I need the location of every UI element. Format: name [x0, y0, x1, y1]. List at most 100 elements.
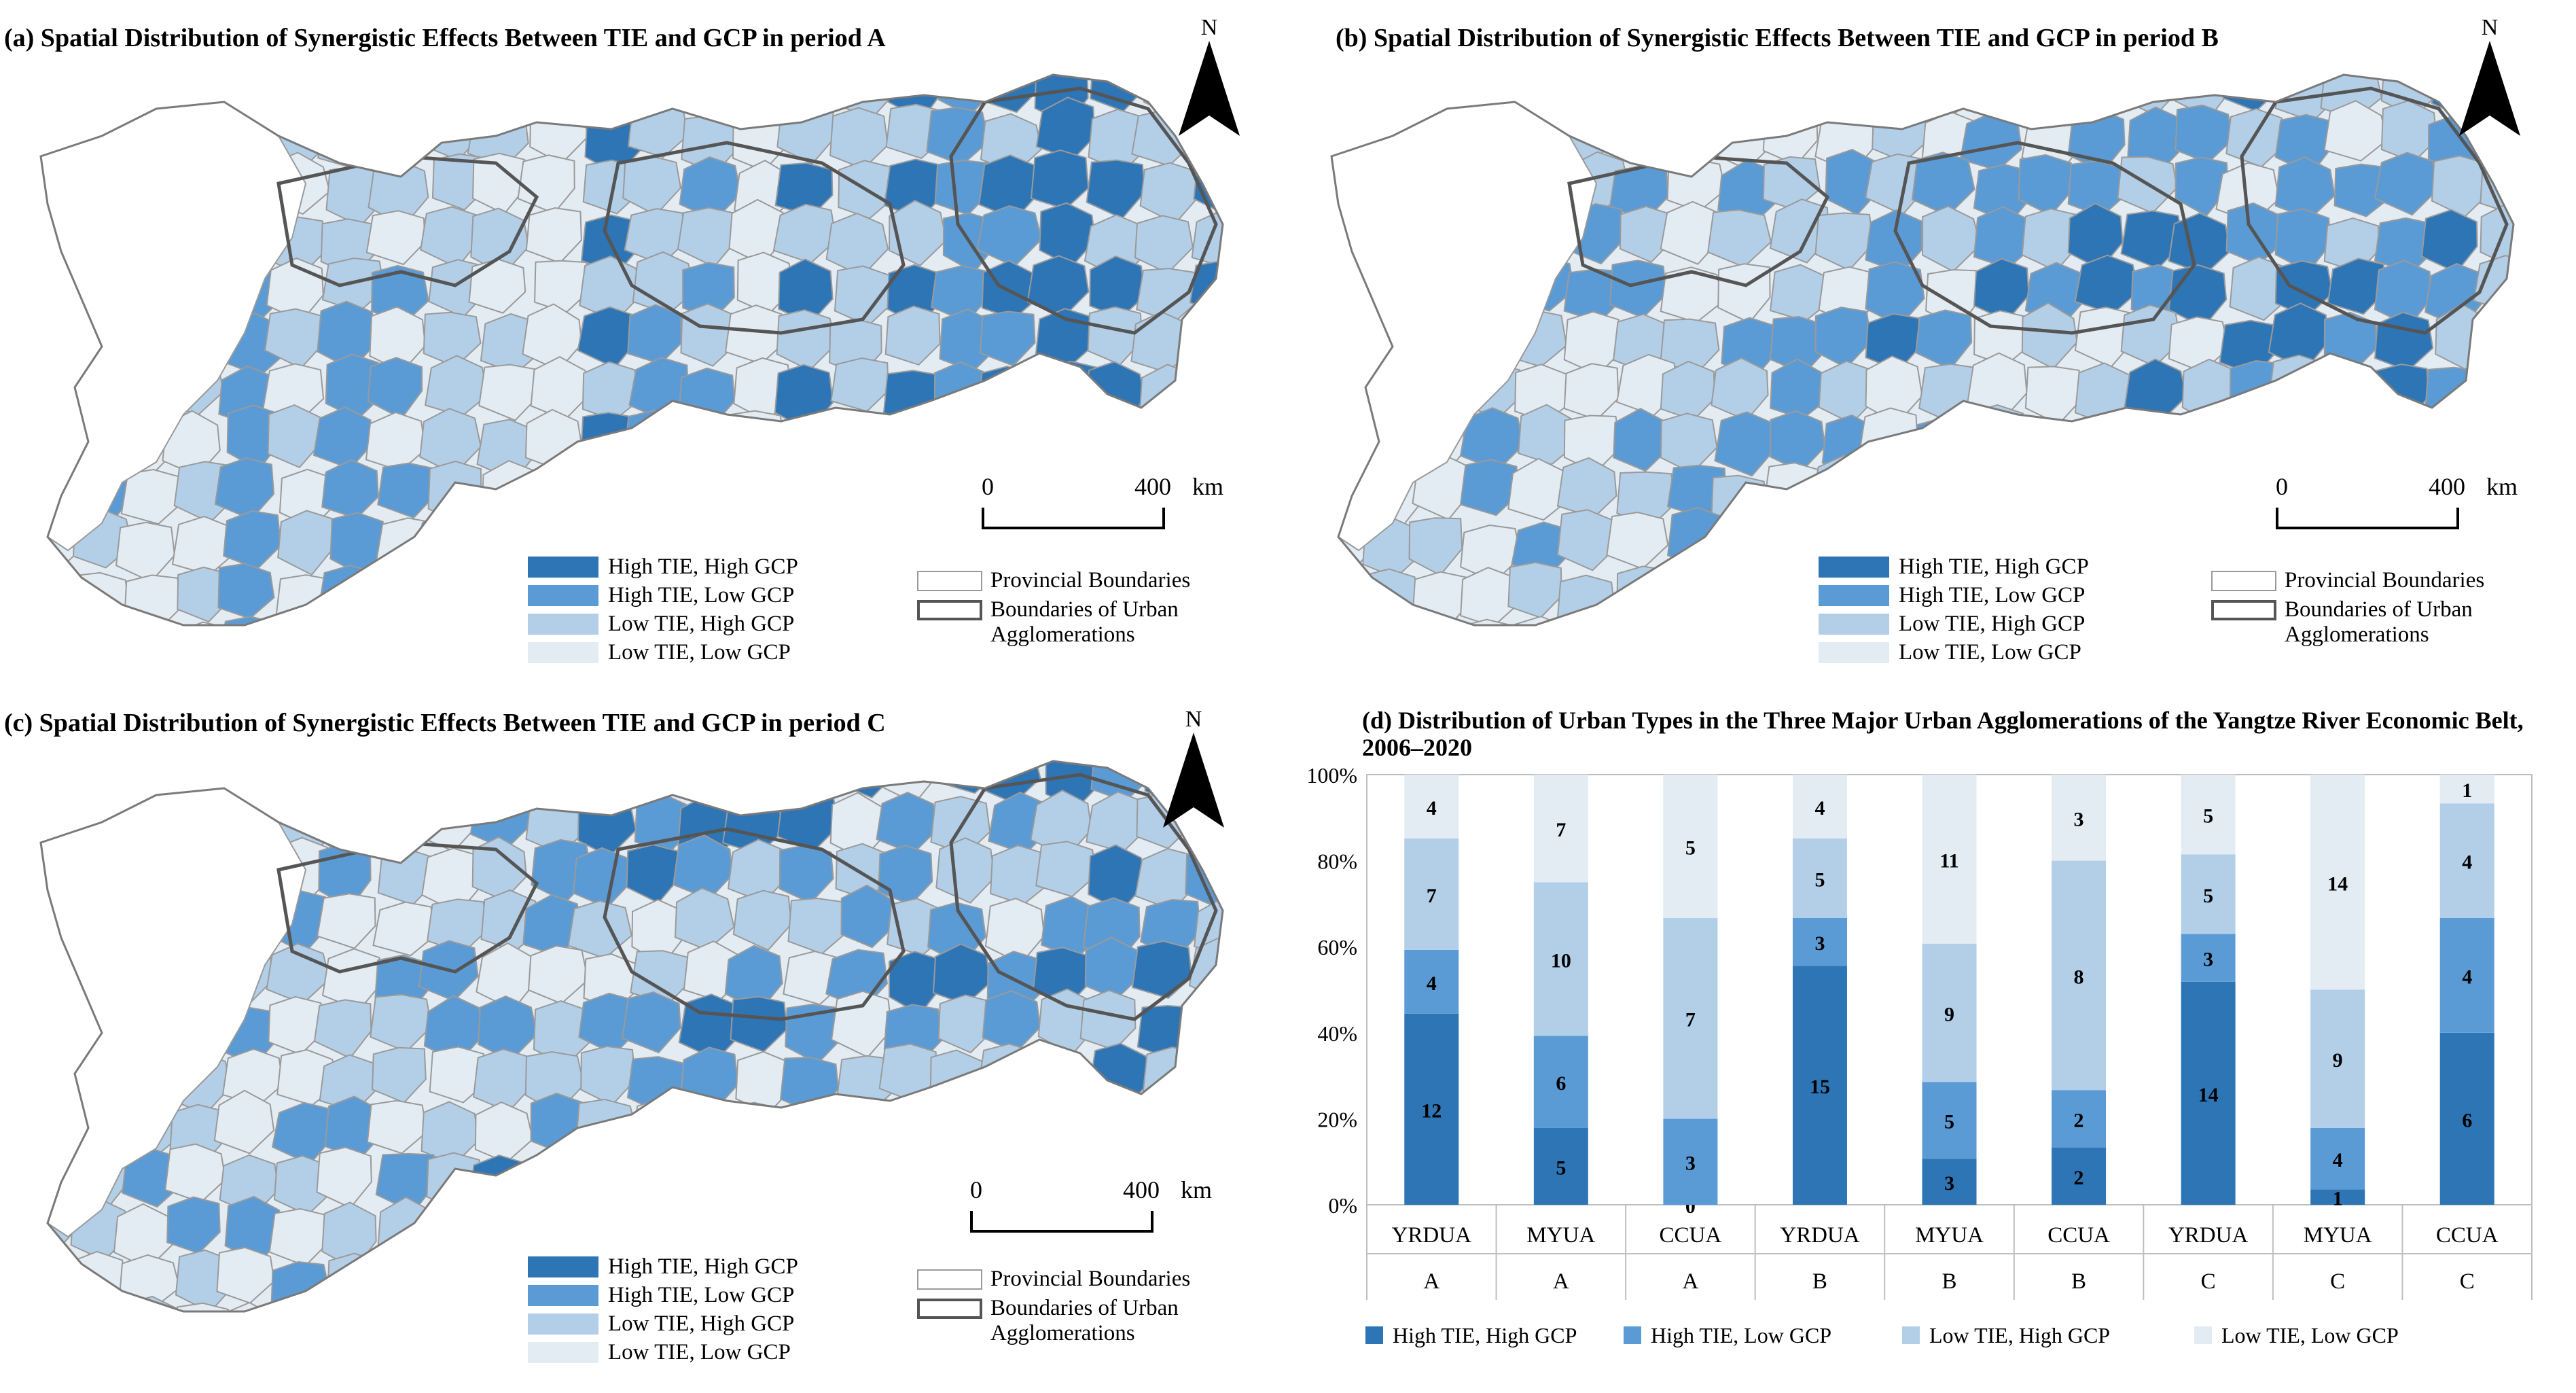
scale-bar-line: [970, 1211, 1153, 1233]
bar-segment: [1792, 918, 1847, 966]
y-tick-label: 20%: [1317, 1107, 1357, 1131]
bar-value-label: 11: [1939, 849, 1958, 872]
bar-segment: [1404, 1013, 1459, 1205]
x-tick-label: CCUA: [2047, 1223, 2110, 1248]
x-period-label: B: [1942, 1269, 1956, 1294]
bar-segment: [2439, 1032, 2494, 1205]
legend-swatch: [1902, 1326, 1920, 1344]
scale-bar-line: [2276, 508, 2459, 529]
chart-legend-label: Low TIE, Low GCP: [2221, 1323, 2399, 1347]
bar-segment: [1663, 918, 1718, 1119]
legend-a: High TIE, High GCP High TIE, Low GCP Low…: [528, 552, 798, 667]
x-tick-label: YRDUA: [1780, 1223, 1860, 1248]
y-tick-label: 100%: [1306, 763, 1357, 788]
y-tick-label: 80%: [1317, 849, 1357, 874]
bar-segment: [1533, 1127, 1588, 1205]
bar-value-label: 4: [2462, 851, 2472, 874]
chart-legend-label: High TIE, Low GCP: [1651, 1323, 1831, 1347]
y-tick-label: 40%: [1317, 1021, 1357, 1046]
bar-value-label: 5: [1685, 837, 1696, 860]
bar-value-label: 14: [2198, 1084, 2219, 1106]
bar-segment: [1922, 775, 1977, 944]
bar-value-label: 4: [1814, 797, 1825, 819]
chart-legend-label: High TIE, High GCP: [1393, 1323, 1577, 1347]
north-arrow-icon: [1163, 733, 1224, 828]
bar-segment: [2052, 1147, 2107, 1205]
bar-segment: [2439, 803, 2494, 918]
x-tick-label: CCUA: [2436, 1223, 2499, 1248]
bar-segment: [2310, 775, 2365, 990]
bar-segment: [1792, 775, 1847, 839]
legend-c: High TIE, High GCP High TIE, Low GCP Low…: [528, 1252, 798, 1366]
bar-value-label: 1: [2462, 779, 2472, 802]
y-tick-label: 60%: [1317, 935, 1357, 959]
legend-item-high-low: High TIE, Low GCP: [528, 581, 798, 610]
bar-value-label: 4: [2333, 1149, 2343, 1171]
bar-value-label: 9: [1944, 1003, 1954, 1025]
bar-segment: [2052, 775, 2107, 861]
bar-value-label: 4: [1427, 972, 1437, 995]
map-b: [1330, 73, 2515, 627]
x-period-label: A: [1682, 1269, 1698, 1294]
bar-value-label: 3: [2203, 949, 2213, 971]
bar-segment: [2310, 1127, 2365, 1190]
bar-segment: [2310, 989, 2365, 1128]
legend-agglomerations: Boundaries of Urban Agglomerations: [990, 597, 1179, 647]
bar-segment: [1792, 966, 1847, 1205]
north-arrow-b: N: [2459, 15, 2520, 139]
scale-start: 0: [982, 473, 994, 500]
legend-swatch: [1365, 1326, 1383, 1344]
legend-swatch: [2194, 1326, 2212, 1344]
bar-value-label: 15: [1810, 1076, 1830, 1098]
legend-item-high-high: High TIE, High GCP: [528, 552, 798, 581]
bar-segment: [1533, 775, 1588, 883]
bar-value-label: 6: [1556, 1072, 1566, 1095]
bar-value-label: 12: [1421, 1099, 1442, 1122]
scale-unit: km: [1192, 473, 1224, 500]
bar-segment: [2310, 1189, 2365, 1205]
bar-segment: [1404, 838, 1459, 950]
x-period-label: C: [2330, 1269, 2345, 1294]
bar-value-label: 3: [1944, 1172, 1954, 1195]
bar-segment: [1663, 775, 1718, 918]
bar-segment: [2439, 918, 2494, 1033]
x-period-label: C: [2201, 1269, 2216, 1294]
bar-segment: [1404, 949, 1459, 1014]
x-tick-label: MYUA: [1915, 1223, 1984, 1248]
bar-value-label: 7: [1556, 819, 1566, 841]
x-tick-label: CCUA: [1660, 1223, 1722, 1248]
bar-segment: [2181, 854, 2236, 934]
bar-segment: [1533, 882, 1588, 1036]
bar-segment: [2181, 981, 2236, 1205]
bar-value-label: 1: [2333, 1188, 2343, 1210]
bar-segment: [1404, 775, 1459, 839]
bar-value-label: 8: [2074, 966, 2084, 988]
bar-segment: [2181, 775, 2236, 855]
map-a: [39, 73, 1224, 627]
legend-item-low-high: Low TIE, High GCP: [528, 610, 798, 638]
chart-title: (d) Distribution of Urban Types in the T…: [1362, 707, 2524, 761]
y-tick-label: 0%: [1328, 1193, 1357, 1218]
map-c: [39, 760, 1224, 1313]
x-tick-label: MYUA: [1526, 1223, 1595, 1248]
bar-value-label: 6: [2462, 1109, 2472, 1131]
bar-value-label: 5: [2203, 885, 2213, 907]
legend-item-low-low: Low TIE, Low GCP: [528, 638, 798, 667]
bar-value-label: 5: [1814, 868, 1825, 891]
legend-provincial: Provincial Boundaries: [990, 568, 1191, 593]
bar-value-label: 5: [1556, 1157, 1566, 1179]
bar-value-label: 10: [1551, 949, 1571, 972]
bar-value-label: 7: [1685, 1009, 1696, 1031]
map-a-title: (a) Spatial Distribution of Synergistic …: [4, 24, 886, 52]
bar-value-label: 3: [2074, 808, 2084, 830]
north-arrow-c: N: [1163, 707, 1224, 831]
chart-legend-label: Low TIE, High GCP: [1929, 1323, 2110, 1347]
boundary-legend-a: Provincial Boundaries Boundaries of Urba…: [917, 568, 1190, 652]
bar-segment: [1533, 1036, 1588, 1128]
map-c-title: (c) Spatial Distribution of Synergistic …: [4, 709, 886, 737]
scale-bar-line: [982, 508, 1165, 529]
bar-segment: [1922, 1159, 1977, 1205]
legend-swatch: [1624, 1326, 1641, 1344]
legend-b: High TIE, High GCP High TIE, Low GCP Low…: [1819, 552, 2089, 667]
